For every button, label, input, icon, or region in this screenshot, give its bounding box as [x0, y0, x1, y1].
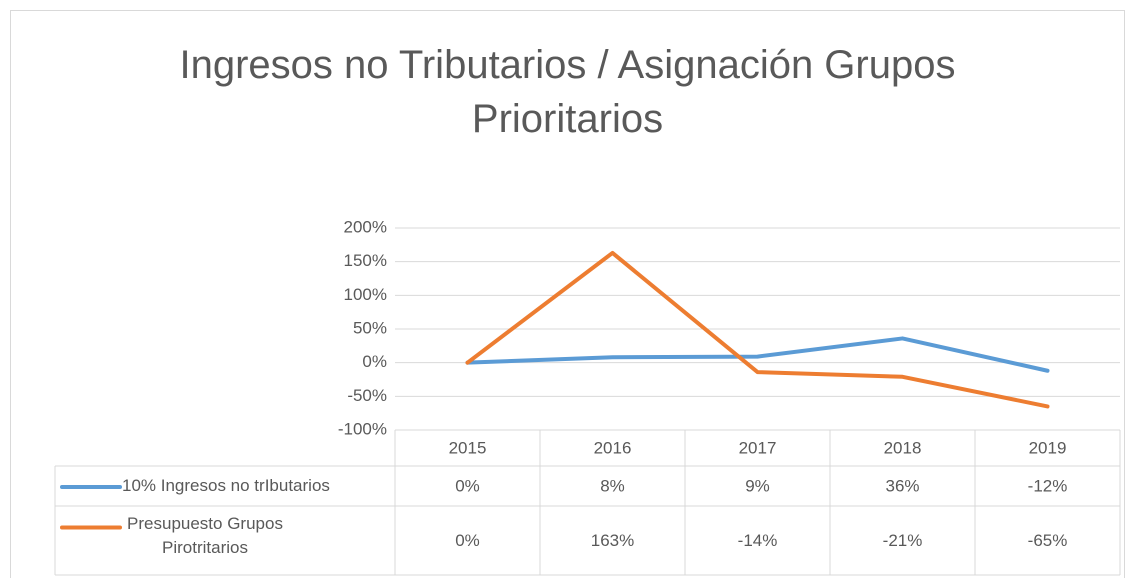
- table-value: 9%: [745, 476, 770, 495]
- x-tick-label: 2019: [1029, 438, 1067, 457]
- table-value: 0%: [455, 476, 480, 495]
- y-tick-label: -50%: [347, 386, 387, 405]
- table-value: 0%: [455, 531, 480, 550]
- table-value: 163%: [591, 531, 634, 550]
- y-tick-label: 200%: [344, 217, 387, 236]
- y-tick-label: 50%: [353, 318, 387, 337]
- y-tick-label: 0%: [362, 352, 387, 371]
- legend-label: Presupuesto Grupos Pirotritarios: [127, 514, 283, 557]
- table-value: -14%: [738, 531, 778, 550]
- chart-border: [10, 10, 1125, 578]
- y-tick-label: -100%: [338, 419, 387, 438]
- series-line: [465, 250, 1050, 409]
- x-tick-label: 2015: [449, 438, 487, 457]
- table-value: -21%: [883, 531, 923, 550]
- series-line: [465, 336, 1050, 373]
- x-tick-label: 2017: [739, 438, 777, 457]
- x-tick-label: 2016: [594, 438, 632, 457]
- y-tick-label: 150%: [344, 251, 387, 270]
- table-value: -12%: [1028, 476, 1068, 495]
- table-value: 8%: [600, 476, 625, 495]
- legend-label: 10% Ingresos no trIbutarios: [122, 476, 330, 495]
- y-tick-label: 100%: [344, 285, 387, 304]
- table-value: 36%: [885, 476, 919, 495]
- x-tick-label: 2018: [884, 438, 922, 457]
- table-value: -65%: [1028, 531, 1068, 550]
- chart-title: Ingresos no Tributarios / Asignación Gru…: [179, 43, 956, 141]
